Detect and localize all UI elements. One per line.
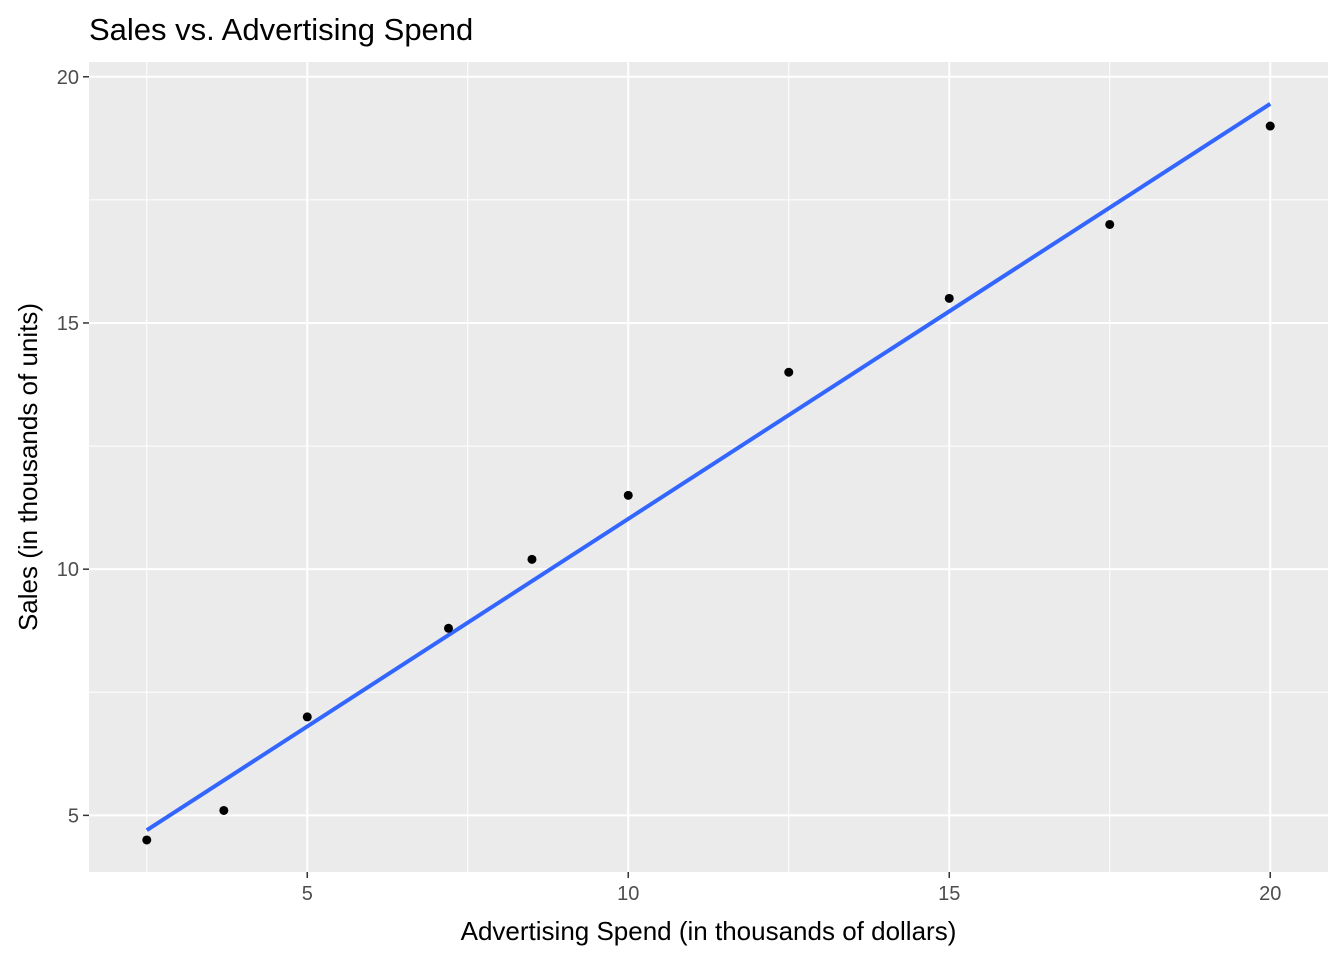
data-point [784, 367, 794, 377]
data-point [219, 805, 229, 815]
data-points [142, 121, 1275, 845]
data-point [444, 623, 454, 633]
x-tick-label: 20 [1259, 883, 1281, 905]
y-tick-label: 15 [57, 313, 79, 335]
fit-line-layer [145, 102, 1272, 832]
data-point [302, 712, 312, 722]
data-point [1265, 121, 1275, 131]
data-point [1105, 219, 1115, 229]
x-axis-title: Advertising Spend (in thousands of dolla… [461, 916, 957, 946]
data-point [142, 835, 152, 845]
data-point [623, 490, 633, 500]
data-point [527, 554, 537, 564]
x-tick-label: 10 [617, 883, 639, 905]
x-axis-ticks: 5 10 15 20 [302, 872, 1281, 905]
y-axis-ticks: 5 10 15 20 [57, 67, 89, 827]
major-gridlines [89, 62, 1328, 872]
y-axis-title: Sales (in thousands of units) [13, 303, 43, 631]
data-point [944, 293, 954, 303]
x-tick-label: 5 [302, 883, 313, 905]
y-tick-label: 5 [68, 805, 79, 827]
chart-title: Sales vs. Advertising Spend [89, 12, 473, 47]
x-tick-label: 15 [938, 883, 960, 905]
y-tick-label: 10 [57, 559, 79, 581]
y-tick-label: 20 [57, 67, 79, 89]
regression-fit-line [145, 102, 1272, 832]
